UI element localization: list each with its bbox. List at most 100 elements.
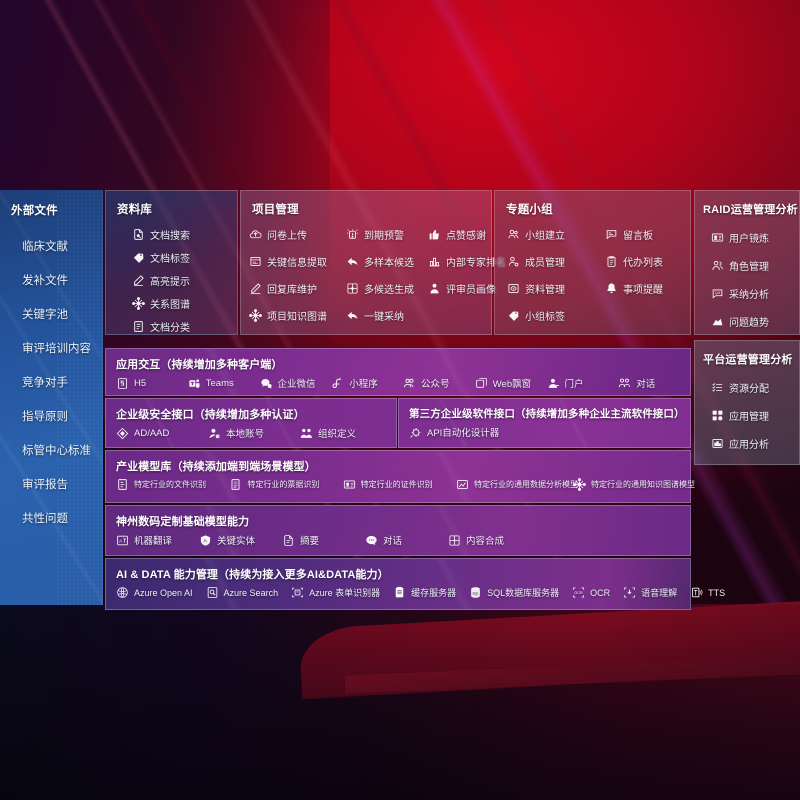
project-item-expiry-alert[interactable]: 到期预警 — [346, 221, 428, 248]
band-aidata-item-sql-database[interactable]: SQL SQL数据库服务器 — [469, 586, 559, 599]
web-popup-icon — [475, 377, 488, 390]
project-item-expert-ranking[interactable]: 内部专家排名 — [428, 248, 506, 275]
sidebar-item-standards-center[interactable]: 标管中心标准 — [22, 445, 91, 457]
sidebar-item-keyword-pool[interactable]: 关键字池 — [22, 309, 68, 321]
cache-server-icon — [393, 586, 406, 599]
raid-item-label: 用户镜炼 — [729, 233, 769, 245]
band-industry-item-file-recognition[interactable]: 特定行业的文件识别 — [116, 478, 229, 491]
bell-icon — [605, 282, 618, 295]
project-item-label: 一键采纳 — [364, 312, 404, 323]
raid-item-adoption-analysis[interactable]: QA 采纳分析 — [711, 279, 799, 307]
library-item-highlight[interactable]: 高亮提示 — [132, 269, 237, 292]
raid-item-issue-trend[interactable]: 问题趋势 — [711, 307, 799, 335]
team-item-group-tag[interactable]: 小组标签 — [507, 302, 605, 329]
sidebar-item-review-training[interactable]: 审评培训内容 — [22, 343, 91, 355]
people-icon — [711, 259, 724, 272]
translate-icon: A — [116, 534, 129, 547]
project-item-key-info-extract[interactable]: 关键信息提取 — [249, 248, 346, 275]
band-ui-item-dialogue[interactable]: 对话 — [618, 376, 690, 390]
band-industry-item-data-analysis[interactable]: 特定行业的通用数据分析模型 — [456, 478, 578, 491]
arrow-back-icon — [346, 309, 359, 322]
sidebar-item-competitors[interactable]: 竞争对手 — [22, 377, 68, 389]
sidebar-item-guidelines[interactable]: 指导原则 — [22, 411, 68, 423]
band-security-item-org-define[interactable]: 组织定义 — [300, 426, 392, 440]
band-ui-item-official-account[interactable]: 公众号 — [403, 376, 475, 390]
raid-item-role-management[interactable]: 角色管理 — [711, 251, 799, 279]
band-industry-items: 特定行业的文件识别 特定行业的票据识别 特定行业的证件识别 特定行业的通用数据分… — [106, 474, 695, 491]
teams-icon — [188, 377, 201, 390]
band-aidata-item-form-recognizer[interactable]: Azure 表单识别器 — [291, 586, 380, 599]
project-item-thanks[interactable]: 点赞感谢 — [428, 221, 501, 248]
sidebar-item-review-report[interactable]: 审评报告 — [22, 479, 68, 491]
library-item-document-tag[interactable]: 文档标签 — [132, 246, 237, 269]
band-ui-item-h5[interactable]: H5 — [116, 377, 188, 390]
band-ui-item-label: 对话 — [636, 379, 656, 390]
project-item-one-click-adopt[interactable]: 一键采纳 — [346, 302, 428, 329]
band-third-party-interface: 第三方企业级软件接口（持续增加多种企业主流软件接口） API自动化设计器 — [398, 398, 691, 448]
team-item-event-reminder[interactable]: 事项提醒 — [605, 275, 697, 302]
band-ui-item-mini-program[interactable]: 小程序 — [331, 376, 403, 390]
band-ai-data-capability: AI & DATA 能力管理（持续为接入更多AI&DATA能力） Azure O… — [105, 558, 725, 610]
band-security-item-ad-aad[interactable]: AD/AAD — [116, 427, 208, 440]
platform-item-app-analysis[interactable]: 应用分析 — [711, 429, 799, 457]
band-ui-item-label: 公众号 — [421, 379, 450, 390]
sidebar-item-supplement-docs[interactable]: 发补文件 — [22, 275, 68, 287]
platform-item-resource-allocation[interactable]: 资源分配 — [711, 373, 799, 401]
team-item-member-management[interactable]: 成员管理 — [507, 248, 605, 275]
band-security-item-local-account[interactable]: 本地账号 — [208, 426, 300, 440]
band-aidata-items: Azure Open AI Azure Search Azure 表单识别器 缓… — [106, 582, 725, 599]
band-thirdparty-item-api-designer[interactable]: API自动化设计器 — [409, 425, 499, 439]
band-aidata-item-ocr[interactable]: OCR OCR — [572, 586, 610, 599]
band-aidata-item-azure-openai[interactable]: Azure Open AI — [116, 586, 193, 599]
library-item-document-search[interactable]: 文档搜索 — [132, 223, 237, 246]
band-ui-item-label: H5 — [134, 377, 147, 389]
tts-icon — [690, 586, 703, 599]
band-foundation-item-label: 机器翻译 — [134, 536, 173, 547]
raid-item-user-profile[interactable]: 用户镜炼 — [711, 223, 799, 251]
band-aidata-item-label: SQL数据库服务器 — [487, 588, 560, 598]
expand-nodes-icon — [346, 282, 359, 295]
team-item-message-board[interactable]: 留言板 — [605, 221, 697, 248]
project-item-questionnaire-upload[interactable]: 问卷上传 — [249, 221, 346, 248]
band-aidata-item-cache-server[interactable]: 缓存服务器 — [393, 586, 456, 599]
band-ui-item-web-popup[interactable]: Web飘窗 — [475, 376, 547, 390]
band-aidata-item-tts[interactable]: TTS — [690, 586, 725, 599]
panel-platform-analysis: 平台运营管理分析 资源分配 应用管理 应用分析 — [694, 340, 800, 465]
team-item-material-management[interactable]: 资料管理 — [507, 275, 605, 302]
project-item-multi-candidate-generate[interactable]: 多候选生成 — [346, 275, 428, 302]
project-item-label: 多候选生成 — [364, 285, 414, 296]
platform-item-app-management[interactable]: 应用管理 — [711, 401, 799, 429]
svg-text:A: A — [203, 538, 207, 544]
band-foundation-item-content-compose[interactable]: 内容合成 — [448, 533, 531, 547]
sidebar-item-common-issues[interactable]: 共性问题 — [22, 513, 68, 525]
band-aidata-item-azure-search[interactable]: Azure Search — [206, 586, 278, 599]
team-item-todo-list[interactable]: 代办列表 — [605, 248, 697, 275]
band-ui-item-wechat-work[interactable]: 企业微信 — [260, 376, 332, 390]
team-item-label: 小组建立 — [525, 231, 565, 242]
band-ui-item-teams[interactable]: Teams — [188, 377, 260, 390]
project-item-knowledge-graph[interactable]: 项目知识图谱 — [249, 302, 346, 329]
project-item-multi-sample-candidate[interactable]: 多样本候选 — [346, 248, 428, 275]
band-industry-item-invoice-recognition[interactable]: 特定行业的票据识别 — [229, 478, 342, 491]
library-item-document-category[interactable]: 文档分类 — [132, 315, 237, 338]
band-industry-item-knowledge-graph[interactable]: 特定行业的通用知识图谱模型 — [573, 478, 695, 491]
project-item-reviewer-profile[interactable]: 评审员画像 — [428, 275, 501, 302]
library-item-label: 关系图谱 — [150, 300, 190, 311]
project-item-label: 多样本候选 — [364, 258, 414, 269]
band-security-title: 企业级安全接口（持续增加多种认证） — [116, 409, 305, 421]
band-industry-item-id-recognition[interactable]: 特定行业的证件识别 — [343, 478, 456, 491]
band-foundation-item-key-entity[interactable]: A 关键实体 — [199, 533, 282, 547]
band-industry-item-label: 特定行业的文件识别 — [134, 480, 206, 489]
band-aidata-item-speech[interactable]: 语音理解 — [623, 586, 677, 599]
team-item-create-group[interactable]: 小组建立 — [507, 221, 605, 248]
band-foundation-item-summary[interactable]: 摘要 — [282, 533, 365, 547]
raid-item-label: 问题趋势 — [729, 317, 769, 329]
band-ui-item-portal[interactable]: 门户 — [547, 376, 619, 390]
band-foundation-item-machine-translation[interactable]: A 机器翻译 — [116, 533, 199, 547]
sidebar-item-clinical-literature[interactable]: 临床文献 — [22, 241, 68, 253]
project-item-reply-library[interactable]: 回复库维护 — [249, 275, 346, 302]
band-foundation-item-dialogue[interactable]: 对话 — [365, 533, 448, 547]
platform-item-label: 应用管理 — [729, 411, 769, 423]
alarm-warning-icon — [346, 228, 359, 241]
library-item-relation-graph[interactable]: 关系图谱 — [132, 292, 237, 315]
